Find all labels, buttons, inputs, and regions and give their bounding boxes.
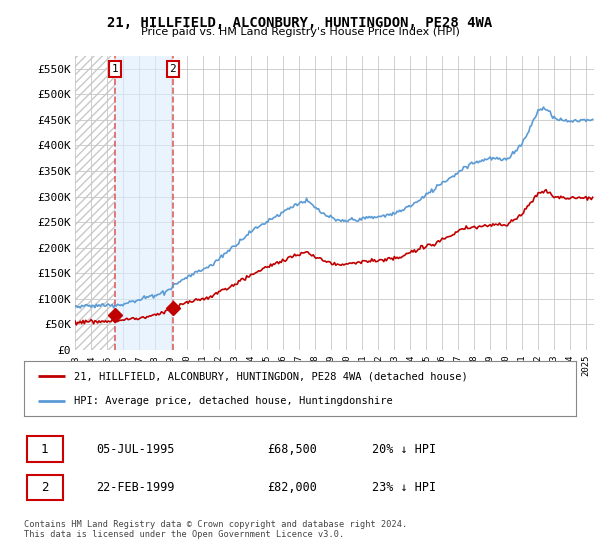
FancyBboxPatch shape <box>27 436 62 461</box>
Text: 1: 1 <box>41 442 49 455</box>
Text: £68,500: £68,500 <box>267 442 317 455</box>
FancyBboxPatch shape <box>27 475 62 500</box>
Bar <box>75 56 115 350</box>
Text: 1: 1 <box>112 64 118 74</box>
Text: 23% ↓ HPI: 23% ↓ HPI <box>372 480 436 494</box>
Bar <box>115 56 173 350</box>
Text: 2: 2 <box>169 64 176 74</box>
Text: 22-FEB-1999: 22-FEB-1999 <box>96 480 174 494</box>
Text: 21, HILLFIELD, ALCONBURY, HUNTINGDON, PE28 4WA (detached house): 21, HILLFIELD, ALCONBURY, HUNTINGDON, PE… <box>74 371 467 381</box>
Text: 21, HILLFIELD, ALCONBURY, HUNTINGDON, PE28 4WA: 21, HILLFIELD, ALCONBURY, HUNTINGDON, PE… <box>107 16 493 30</box>
Text: Price paid vs. HM Land Registry's House Price Index (HPI): Price paid vs. HM Land Registry's House … <box>140 27 460 38</box>
Text: HPI: Average price, detached house, Huntingdonshire: HPI: Average price, detached house, Hunt… <box>74 396 392 406</box>
Text: Contains HM Land Registry data © Crown copyright and database right 2024.
This d: Contains HM Land Registry data © Crown c… <box>24 520 407 539</box>
Text: 2: 2 <box>41 480 49 494</box>
Text: 20% ↓ HPI: 20% ↓ HPI <box>372 442 436 455</box>
Text: £82,000: £82,000 <box>267 480 317 494</box>
Text: 05-JUL-1995: 05-JUL-1995 <box>96 442 174 455</box>
